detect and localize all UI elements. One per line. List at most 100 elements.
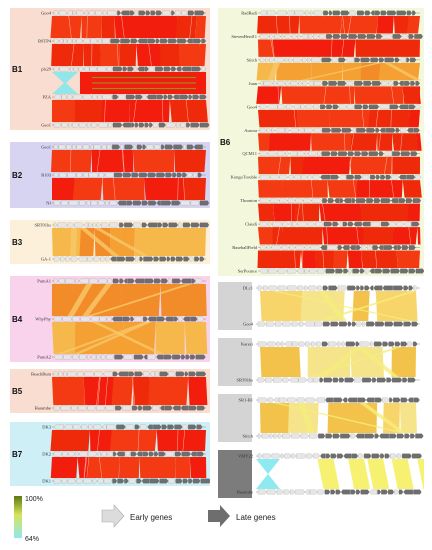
genome-name: DK1 (42, 479, 51, 484)
late-gene (400, 268, 409, 274)
early-gene (71, 405, 78, 411)
early-gene (123, 354, 134, 360)
early-gene (271, 245, 282, 250)
late-gene (190, 122, 200, 128)
early-gene (309, 489, 318, 495)
late-gene (324, 489, 331, 495)
late-gene (163, 354, 172, 360)
early-gene (257, 433, 262, 439)
genome-name: Goo4 (41, 11, 52, 16)
panel-B5: BeachBum Harambe B5 (10, 369, 210, 413)
early-gene (297, 285, 305, 291)
genome-name: Claudi (245, 222, 258, 227)
early-gene (415, 104, 421, 110)
band-edge (83, 456, 88, 479)
late-gene (379, 127, 386, 133)
late-gene (156, 172, 166, 178)
late-gene (375, 321, 385, 327)
similarity-band (417, 459, 424, 489)
early-gene (89, 66, 98, 72)
early-gene (289, 127, 299, 133)
late-gene (142, 405, 152, 411)
late-gene (165, 172, 173, 178)
band-edge (408, 227, 412, 245)
late-gene (411, 221, 420, 227)
similarity-band-group (260, 347, 416, 377)
early-gene (58, 144, 66, 150)
cluster-label: B6 (220, 138, 231, 147)
late-gene (413, 489, 422, 495)
early-gene (364, 268, 370, 274)
early-gene (267, 268, 278, 274)
similarity-band (143, 178, 187, 200)
late-gene (116, 451, 125, 457)
genome-name: B103 (41, 173, 52, 178)
similarity-band (119, 44, 137, 66)
late-gene (342, 245, 350, 250)
early-gene (348, 268, 353, 274)
early-gene (313, 104, 320, 110)
early-gene (53, 38, 60, 44)
genome-name: PumA1 (37, 279, 51, 284)
early-gene (292, 341, 299, 347)
late-gene (174, 451, 182, 457)
late-gene (385, 174, 392, 180)
early-gene (183, 144, 187, 150)
similarity-band (189, 457, 205, 478)
late-gene (156, 354, 164, 360)
early-gene (389, 221, 397, 227)
early-gene (310, 245, 321, 250)
similarity-band (327, 403, 378, 433)
similarity-band (417, 227, 421, 245)
late-gene (363, 81, 372, 86)
late-gene (372, 245, 379, 250)
early-gene (370, 221, 381, 227)
inversion-band (52, 72, 78, 94)
late-gene (172, 172, 177, 178)
early-gene (79, 354, 87, 360)
similarity-band (299, 16, 325, 34)
late-gene (134, 278, 145, 284)
early-gene (197, 316, 204, 322)
early-gene (263, 285, 269, 291)
cluster-label: B3 (12, 238, 23, 247)
gene-legend: Early genes Late genes (100, 502, 300, 537)
similarity-band (101, 16, 115, 38)
similarity-band (347, 250, 363, 268)
early-gene (317, 151, 322, 157)
early-gene (86, 122, 91, 128)
genome-track (52, 10, 206, 16)
late-gene-arrow-icon (208, 505, 230, 527)
similarity-band (301, 250, 317, 268)
similarity-band-group (258, 156, 420, 175)
late-gene (326, 104, 333, 110)
late-gene (370, 10, 375, 16)
similarity-band (377, 133, 393, 151)
late-gene (332, 221, 339, 227)
similarity-band-group (257, 15, 420, 34)
early-gene (300, 104, 306, 110)
late-gene (365, 10, 371, 16)
early-gene (261, 433, 270, 439)
late-gene (337, 245, 343, 250)
early-gene (313, 81, 323, 86)
late-gene (400, 341, 408, 347)
late-gene (124, 144, 133, 150)
early-gene (288, 174, 294, 180)
late-gene (199, 94, 207, 100)
late-gene (375, 127, 380, 133)
similarity-band-group (51, 99, 208, 123)
early-gene (53, 278, 58, 284)
genome-name: PZA (42, 95, 51, 100)
early-gene (65, 256, 71, 262)
late-gene (386, 377, 392, 383)
late-gene (325, 397, 333, 403)
similarity-band (51, 284, 73, 316)
genome-track (52, 200, 210, 206)
early-gene (338, 104, 347, 110)
early-gene (168, 478, 176, 484)
genome-name: pls29 (41, 67, 52, 72)
early-gene (53, 144, 59, 150)
early-gene (274, 34, 281, 39)
late-gene (159, 371, 169, 377)
